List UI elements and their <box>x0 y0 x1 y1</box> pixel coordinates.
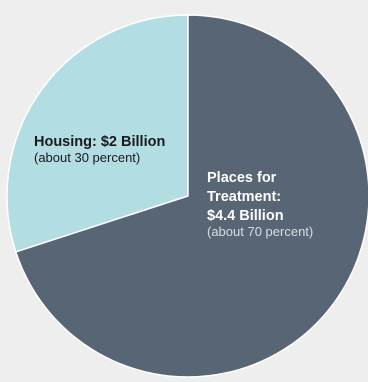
slice-percent-note: (about 30 percent) <box>34 150 140 165</box>
slice-label-0: Housing: $2 Billion (about 30 percent) <box>34 134 165 165</box>
slice-label-line: Housing: $2 Billion <box>34 134 165 150</box>
pie-labels: Housing: $2 Billion (about 30 percent) Pla… <box>34 134 313 239</box>
slice-percent-note: (about 70 percent) <box>207 224 313 239</box>
pie-slice-1 <box>15 14 368 378</box>
slice-label-line: $4.4 Billion <box>207 208 284 224</box>
pie-slice-0 <box>6 14 189 253</box>
pie-slices <box>6 14 368 378</box>
slice-label-line: Treatment: <box>207 189 281 205</box>
slice-label-line: Places for <box>207 170 277 186</box>
slice-label-1: Places for Treatment: $4.4 Billion (about 7… <box>207 170 313 239</box>
